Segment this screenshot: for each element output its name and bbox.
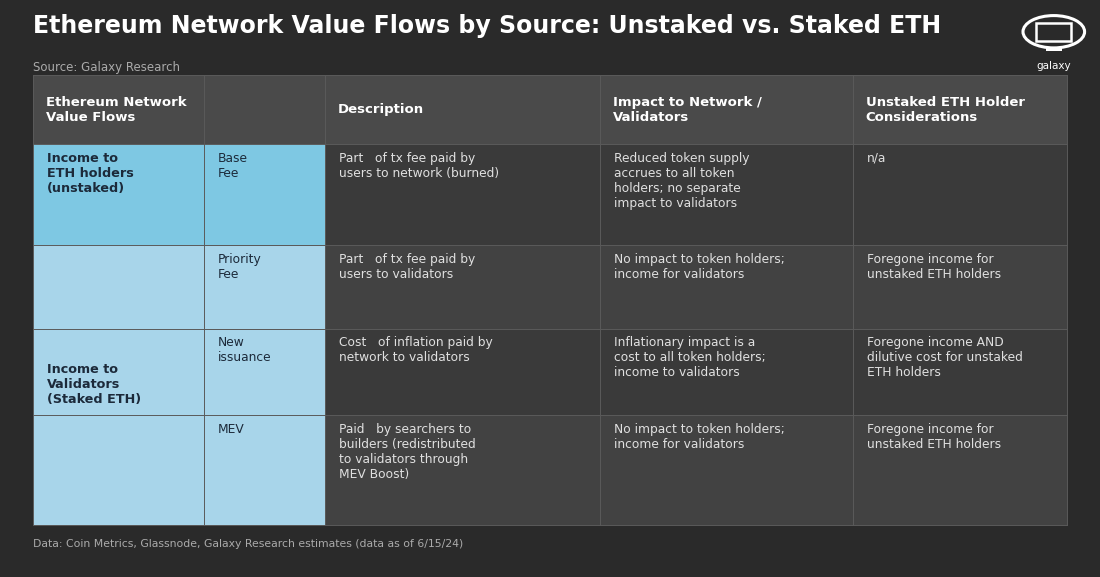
Text: Foregone income for
unstaked ETH holders: Foregone income for unstaked ETH holders xyxy=(867,423,1001,451)
FancyBboxPatch shape xyxy=(324,329,1067,415)
FancyBboxPatch shape xyxy=(204,329,324,415)
FancyBboxPatch shape xyxy=(324,144,1067,245)
Text: Ethereum Network
Value Flows: Ethereum Network Value Flows xyxy=(46,96,187,123)
Text: Cost   of inflation paid by
network to validators: Cost of inflation paid by network to val… xyxy=(339,336,493,365)
Text: Paid   by searchers to
builders (redistributed
to validators through
MEV Boost): Paid by searchers to builders (redistrib… xyxy=(339,423,475,481)
Text: Foregone income AND
dilutive cost for unstaked
ETH holders: Foregone income AND dilutive cost for un… xyxy=(867,336,1023,380)
FancyBboxPatch shape xyxy=(33,245,204,525)
Text: Description: Description xyxy=(338,103,424,116)
Text: Inflationary impact is a
cost to all token holders;
income to validators: Inflationary impact is a cost to all tok… xyxy=(614,336,766,380)
Text: Base
Fee: Base Fee xyxy=(218,152,248,180)
Text: Unstaked ETH Holder
Considerations: Unstaked ETH Holder Considerations xyxy=(866,96,1025,123)
Text: New
issuance: New issuance xyxy=(218,336,272,365)
Text: Income to
Validators
(Staked ETH): Income to Validators (Staked ETH) xyxy=(47,364,142,406)
FancyBboxPatch shape xyxy=(204,144,324,245)
Text: Foregone income for
unstaked ETH holders: Foregone income for unstaked ETH holders xyxy=(867,253,1001,281)
FancyBboxPatch shape xyxy=(204,415,324,525)
Text: Data: Coin Metrics, Glassnode, Galaxy Research estimates (data as of 6/15/24): Data: Coin Metrics, Glassnode, Galaxy Re… xyxy=(33,539,463,549)
Text: galaxy: galaxy xyxy=(1036,61,1071,70)
Text: MEV: MEV xyxy=(218,423,244,436)
FancyBboxPatch shape xyxy=(1046,47,1062,51)
FancyBboxPatch shape xyxy=(33,144,204,245)
Text: Part   of tx fee paid by
users to network (burned): Part of tx fee paid by users to network … xyxy=(339,152,499,180)
FancyBboxPatch shape xyxy=(204,245,324,329)
FancyBboxPatch shape xyxy=(324,245,1067,329)
FancyBboxPatch shape xyxy=(1036,23,1071,41)
Text: n/a: n/a xyxy=(867,152,887,165)
Text: Impact to Network /
Validators: Impact to Network / Validators xyxy=(613,96,761,123)
Text: No impact to token holders;
income for validators: No impact to token holders; income for v… xyxy=(614,423,784,451)
FancyBboxPatch shape xyxy=(33,75,1067,144)
Text: Income to
ETH holders
(unstaked): Income to ETH holders (unstaked) xyxy=(47,152,134,195)
Text: Ethereum Network Value Flows by Source: Unstaked vs. Staked ETH: Ethereum Network Value Flows by Source: … xyxy=(33,14,942,39)
Text: Part   of tx fee paid by
users to validators: Part of tx fee paid by users to validato… xyxy=(339,253,475,281)
Text: Reduced token supply
accrues to all token
holders; no separate
impact to validat: Reduced token supply accrues to all toke… xyxy=(614,152,749,210)
Text: Priority
Fee: Priority Fee xyxy=(218,253,262,281)
Text: Source: Galaxy Research: Source: Galaxy Research xyxy=(33,61,180,74)
FancyBboxPatch shape xyxy=(324,415,1067,525)
Text: No impact to token holders;
income for validators: No impact to token holders; income for v… xyxy=(614,253,784,281)
